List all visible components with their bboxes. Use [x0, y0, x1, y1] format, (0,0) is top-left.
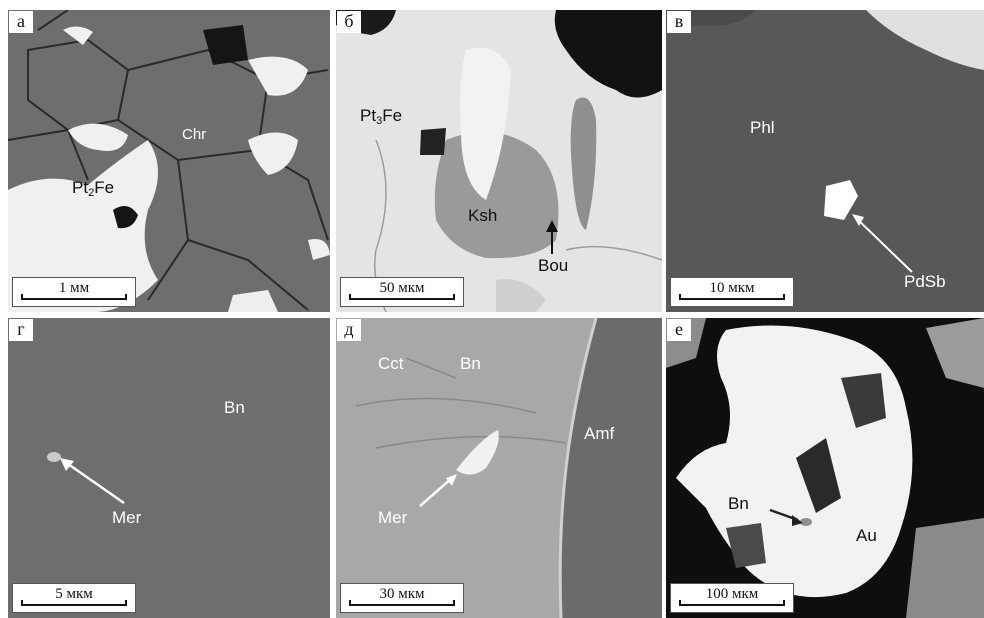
panel-e-letter: е — [667, 319, 691, 341]
label-bou: Bou — [538, 256, 569, 275]
label-pt2fe-element: Pt — [72, 178, 89, 197]
label-chr: Chr — [182, 126, 207, 143]
panel-b-scale-line — [349, 294, 455, 300]
panel-e-scale-bar: 100 мкм — [670, 583, 794, 613]
panel-b-scale-bar: 50 мкм — [340, 277, 464, 307]
label-mer-d: Mer — [378, 508, 408, 527]
label-pdsb: PdSb — [904, 272, 946, 291]
label-pt2fe-element2: Fe — [94, 178, 115, 197]
panel-b-scale-label: 50 мкм — [379, 280, 425, 296]
panel-b-bou-arrow — [546, 220, 558, 254]
label-cct: Cct — [378, 354, 404, 373]
label-amf: Amf — [584, 424, 615, 443]
panel-e-scale-label: 100 мкм — [705, 586, 759, 602]
panel-v-image — [666, 10, 984, 312]
panel-v: в Phl PdSb 10 мкм — [666, 10, 984, 312]
panel-g: г Bn Mer 5 мкм — [8, 318, 330, 618]
label-pt2fe: Pt2Fe — [72, 178, 114, 199]
panel-v-scale-bar: 10 мкм — [670, 277, 794, 307]
panel-d-scale-line — [349, 600, 455, 606]
panel-d-scale-label: 30 мкм — [379, 586, 425, 602]
label-pt3fe: Pt3Fe — [360, 106, 402, 127]
panel-a-letter: а — [9, 11, 33, 33]
panel-b-image — [336, 10, 662, 312]
panel-v-scale-label: 10 мкм — [709, 280, 755, 296]
panel-a-scale-bar: 1 мм — [12, 277, 136, 307]
label-bn-e: Bn — [728, 494, 749, 513]
label-pt3fe-subscript: 3 — [376, 115, 383, 127]
label-phl: Phl — [750, 118, 775, 137]
label-bn-g: Bn — [224, 398, 245, 417]
panel-d: д Cct Bn Amf Mer 30 мкм — [336, 318, 662, 618]
panel-d-letter: д — [337, 319, 361, 341]
label-ksh: Ksh — [468, 206, 498, 225]
panel-g-image — [8, 318, 330, 618]
panel-a-scale-line — [21, 294, 127, 300]
panel-d-image — [336, 318, 662, 618]
label-pt2fe-subscript: 2 — [88, 187, 95, 199]
panel-g-letter: г — [9, 319, 33, 341]
label-bn-d: Bn — [460, 354, 481, 373]
label-au: Au — [856, 526, 877, 545]
label-pt3fe-element: Pt — [360, 106, 377, 125]
panel-g-scale-bar: 5 мкм — [12, 583, 136, 613]
panel-d-scale-bar: 30 мкм — [340, 583, 464, 613]
label-mer-g: Mer — [112, 508, 142, 527]
panel-g-scale-line — [21, 600, 127, 606]
panel-b: б Pt3Fe Ksh Bou 50 мкм — [336, 10, 662, 312]
panel-e-image — [666, 318, 984, 618]
panel-e-scale-line — [679, 600, 785, 606]
panel-b-letter: б — [337, 11, 361, 33]
panel-v-letter: в — [667, 11, 691, 33]
panel-a: а Chr Pt2Fe 1 мм — [8, 10, 330, 312]
label-pt3fe-element2: Fe — [382, 106, 403, 125]
panel-e: е Bn Au 100 мкм — [666, 318, 984, 618]
panel-a-image — [8, 10, 330, 312]
panel-v-scale-line — [679, 294, 785, 300]
panel-a-scale-label: 1 мм — [58, 280, 90, 296]
panel-g-scale-label: 5 мкм — [55, 586, 93, 602]
